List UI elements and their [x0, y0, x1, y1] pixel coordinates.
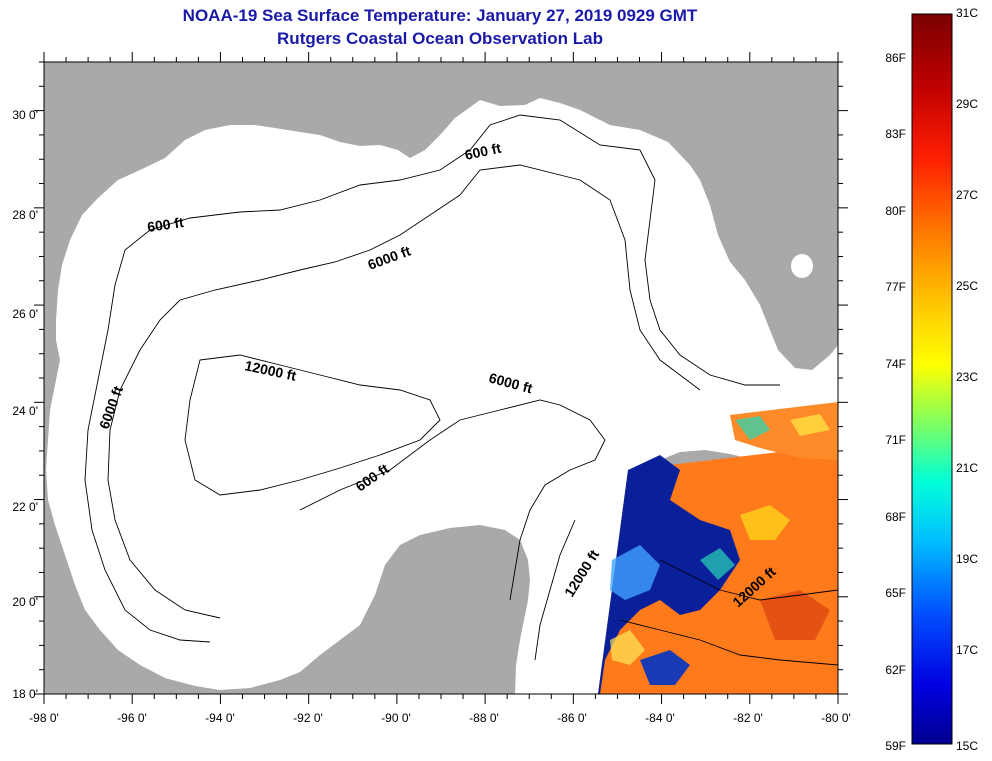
lon-tick-label: -98 0'	[29, 711, 59, 725]
lon-tick-label: -92 0'	[293, 711, 323, 725]
lon-tick-label: -86 0'	[557, 711, 587, 725]
contour-swath-1	[659, 559, 838, 601]
cb-celsius-label: 15C	[956, 739, 978, 753]
cb-celsius-label: 19C	[956, 552, 978, 566]
cb-celsius-label: 23C	[956, 370, 978, 384]
contour-12000ft-basin	[184, 354, 441, 496]
map-title: NOAA-19 Sea Surface Temperature: January…	[182, 6, 698, 25]
map-subtitle: Rutgers Coastal Ocean Observation Lab	[277, 29, 603, 48]
contour-6000ft-yucatan	[509, 404, 606, 601]
lon-tick-label: -90 0'	[381, 711, 411, 725]
contour-label: 600 ft	[146, 214, 185, 235]
cb-celsius-label: 17C	[956, 643, 978, 657]
cb-fahrenheit-label: 77F	[885, 280, 906, 294]
lon-tick-label: -96 0'	[117, 711, 147, 725]
cb-fahrenheit-label: 86F	[885, 51, 906, 65]
lat-tick-label: 20 0'	[12, 595, 38, 609]
colorbar-celsius: 31C 29C 27C 25C 23C 21C 19C 17C 15C	[956, 6, 978, 753]
bathymetry-contours	[84, 114, 838, 666]
cb-fahrenheit-label: 65F	[885, 586, 906, 600]
contour-600ft-north	[84, 114, 641, 643]
contour-label: 600 ft	[463, 140, 502, 163]
lat-tick-label: 30 0'	[12, 108, 38, 122]
cb-celsius-label: 27C	[956, 188, 978, 202]
contour-6000ft-east	[579, 179, 701, 391]
colorbar-fahrenheit: 86F 83F 80F 77F 74F 71F 68F 65F 62F 59F	[885, 51, 906, 753]
lat-tick-label: 28 0'	[12, 208, 38, 222]
latitude-axis: 18 0' 20 0' 22 0' 24 0' 26 0' 28 0' 30 0…	[12, 108, 38, 701]
lon-tick-label: -94 0'	[205, 711, 235, 725]
lon-tick-label: -88 0'	[469, 711, 499, 725]
lon-tick-label: -84 0'	[645, 711, 675, 725]
lat-tick-label: 18 0'	[12, 687, 38, 701]
land-mexico	[300, 525, 530, 694]
lake-okeechobee	[791, 254, 813, 278]
lat-tick-label: 26 0'	[12, 307, 38, 321]
contour-12000ft-yucatan-channel	[534, 519, 576, 661]
lon-tick-label: -82 0'	[733, 711, 763, 725]
cb-fahrenheit-label: 59F	[885, 739, 906, 753]
axis-ticks	[34, 52, 848, 704]
longitude-axis: -98 0' -96 0' -94 0' -92 0' -90 0' -88 0…	[29, 711, 851, 725]
cb-fahrenheit-label: 71F	[885, 433, 906, 447]
land-florida	[700, 62, 838, 360]
cb-celsius-label: 25C	[956, 279, 978, 293]
contour-swath-2	[619, 619, 838, 666]
cb-fahrenheit-label: 68F	[885, 510, 906, 524]
cb-celsius-label: 29C	[956, 97, 978, 111]
lon-tick-label: -80 0'	[821, 711, 851, 725]
cb-celsius-label: 21C	[956, 461, 978, 475]
cb-fahrenheit-label: 62F	[885, 663, 906, 677]
lat-tick-label: 24 0'	[12, 404, 38, 418]
contour-600ft-campeche	[299, 399, 561, 511]
colorbar	[911, 13, 953, 745]
cb-fahrenheit-label: 80F	[885, 204, 906, 218]
cb-celsius-label: 31C	[956, 6, 978, 20]
cb-fahrenheit-label: 83F	[885, 127, 906, 141]
cb-fahrenheit-label: 74F	[885, 357, 906, 371]
sst-swath	[598, 402, 838, 694]
contour-600ft-florida-shelf	[639, 149, 780, 386]
lat-tick-label: 22 0'	[12, 500, 38, 514]
contour-6000ft-west	[107, 164, 581, 619]
